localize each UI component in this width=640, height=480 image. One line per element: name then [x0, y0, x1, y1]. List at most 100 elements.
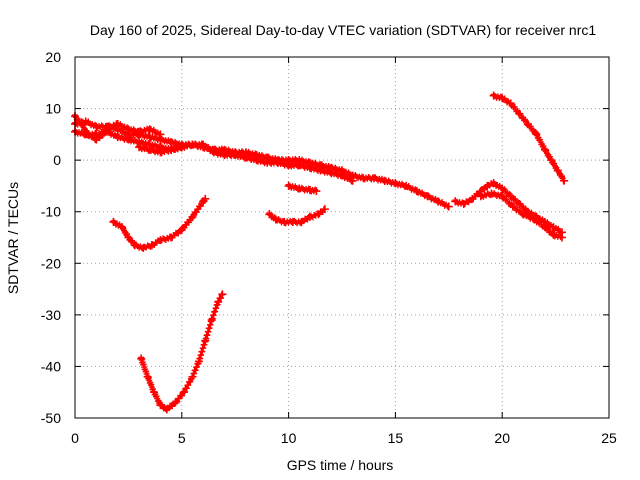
data-point	[171, 398, 180, 407]
data-point	[188, 212, 197, 221]
data-point	[305, 212, 314, 221]
data-point	[476, 192, 485, 201]
data-point	[92, 135, 101, 144]
y-tick-label: 10	[45, 101, 61, 117]
data-point	[560, 176, 569, 185]
data-point	[177, 143, 186, 152]
data-point	[284, 161, 293, 170]
y-tick-label: -40	[41, 358, 61, 374]
data-point	[199, 140, 208, 149]
data-point	[156, 148, 165, 157]
data-point	[113, 120, 122, 129]
x-tick-label: 0	[71, 430, 79, 446]
data-point	[130, 241, 139, 250]
data-point	[359, 174, 368, 183]
data-point	[162, 405, 171, 414]
data-point	[139, 243, 148, 252]
data-point	[179, 388, 188, 397]
data-point	[145, 125, 154, 134]
data-point	[412, 187, 421, 196]
data-point	[83, 130, 92, 139]
data-point	[558, 233, 567, 242]
data-point	[305, 186, 314, 195]
data-point	[316, 166, 325, 175]
data-point	[209, 148, 218, 157]
data-point	[284, 181, 293, 190]
data-point	[135, 143, 144, 152]
data-point	[532, 130, 541, 139]
plot-frame	[74, 56, 610, 419]
data-point	[451, 197, 460, 206]
data-point	[434, 197, 443, 206]
data-point	[220, 150, 229, 159]
data-point	[124, 125, 133, 134]
series-arc-short	[284, 181, 321, 196]
data-point	[489, 179, 498, 188]
data-point	[271, 215, 280, 224]
data-point	[156, 236, 165, 245]
data-point	[147, 241, 156, 250]
data-point	[305, 163, 314, 172]
data-point	[273, 158, 282, 167]
data-point	[320, 205, 329, 214]
y-tick-label: -10	[41, 204, 61, 220]
x-tick-label: 20	[494, 430, 510, 446]
data-point	[498, 192, 507, 201]
series-arc-deep-v	[137, 290, 227, 414]
data-point	[218, 290, 227, 299]
data-point	[177, 225, 186, 234]
data-point	[530, 215, 539, 224]
data-point	[241, 153, 250, 162]
data-point	[124, 135, 133, 144]
data-point	[295, 161, 304, 170]
data-point	[105, 122, 114, 131]
data-point	[489, 91, 498, 100]
grid-lines	[75, 57, 609, 418]
x-tick-label: 25	[601, 430, 617, 446]
data-point	[252, 156, 261, 165]
data-point	[483, 181, 492, 190]
data-point	[188, 140, 197, 149]
data-point	[156, 130, 165, 139]
data-point	[145, 132, 154, 141]
chart-title: Day 160 of 2025, Sidereal Day-to-day VTE…	[90, 22, 596, 38]
plot-border	[74, 56, 610, 419]
data-point	[109, 218, 118, 227]
data-point	[380, 176, 389, 185]
data-point	[338, 171, 346, 180]
data-point	[487, 189, 496, 198]
data-point	[207, 316, 216, 325]
data-point	[98, 130, 107, 139]
data-point	[167, 145, 176, 154]
data-point	[506, 99, 515, 108]
data-point	[167, 138, 176, 147]
data-point	[515, 109, 524, 118]
series-arc-u-shape	[109, 194, 210, 253]
y-tick-label: 0	[53, 152, 61, 168]
data-point	[201, 336, 210, 345]
data-point	[288, 218, 297, 227]
data-point	[77, 120, 86, 129]
data-point	[231, 150, 240, 159]
plus-marker	[187, 378, 194, 385]
data-point	[327, 169, 336, 178]
data-point	[515, 199, 524, 208]
data-point	[188, 372, 197, 381]
x-tick-label: 15	[388, 430, 404, 446]
data-point	[92, 122, 101, 131]
data-point	[280, 218, 289, 227]
data-point	[297, 218, 306, 227]
data-point	[553, 166, 562, 175]
x-tick-label: 5	[178, 430, 186, 446]
y-tick-label: -20	[41, 255, 61, 271]
data-point	[145, 145, 154, 154]
data-point	[263, 158, 272, 167]
data-point	[137, 354, 146, 363]
data-point	[549, 230, 558, 239]
data-point	[444, 202, 453, 211]
data-point	[540, 223, 549, 232]
data-point	[201, 194, 210, 203]
data-point	[459, 199, 468, 208]
data-point	[156, 401, 165, 410]
